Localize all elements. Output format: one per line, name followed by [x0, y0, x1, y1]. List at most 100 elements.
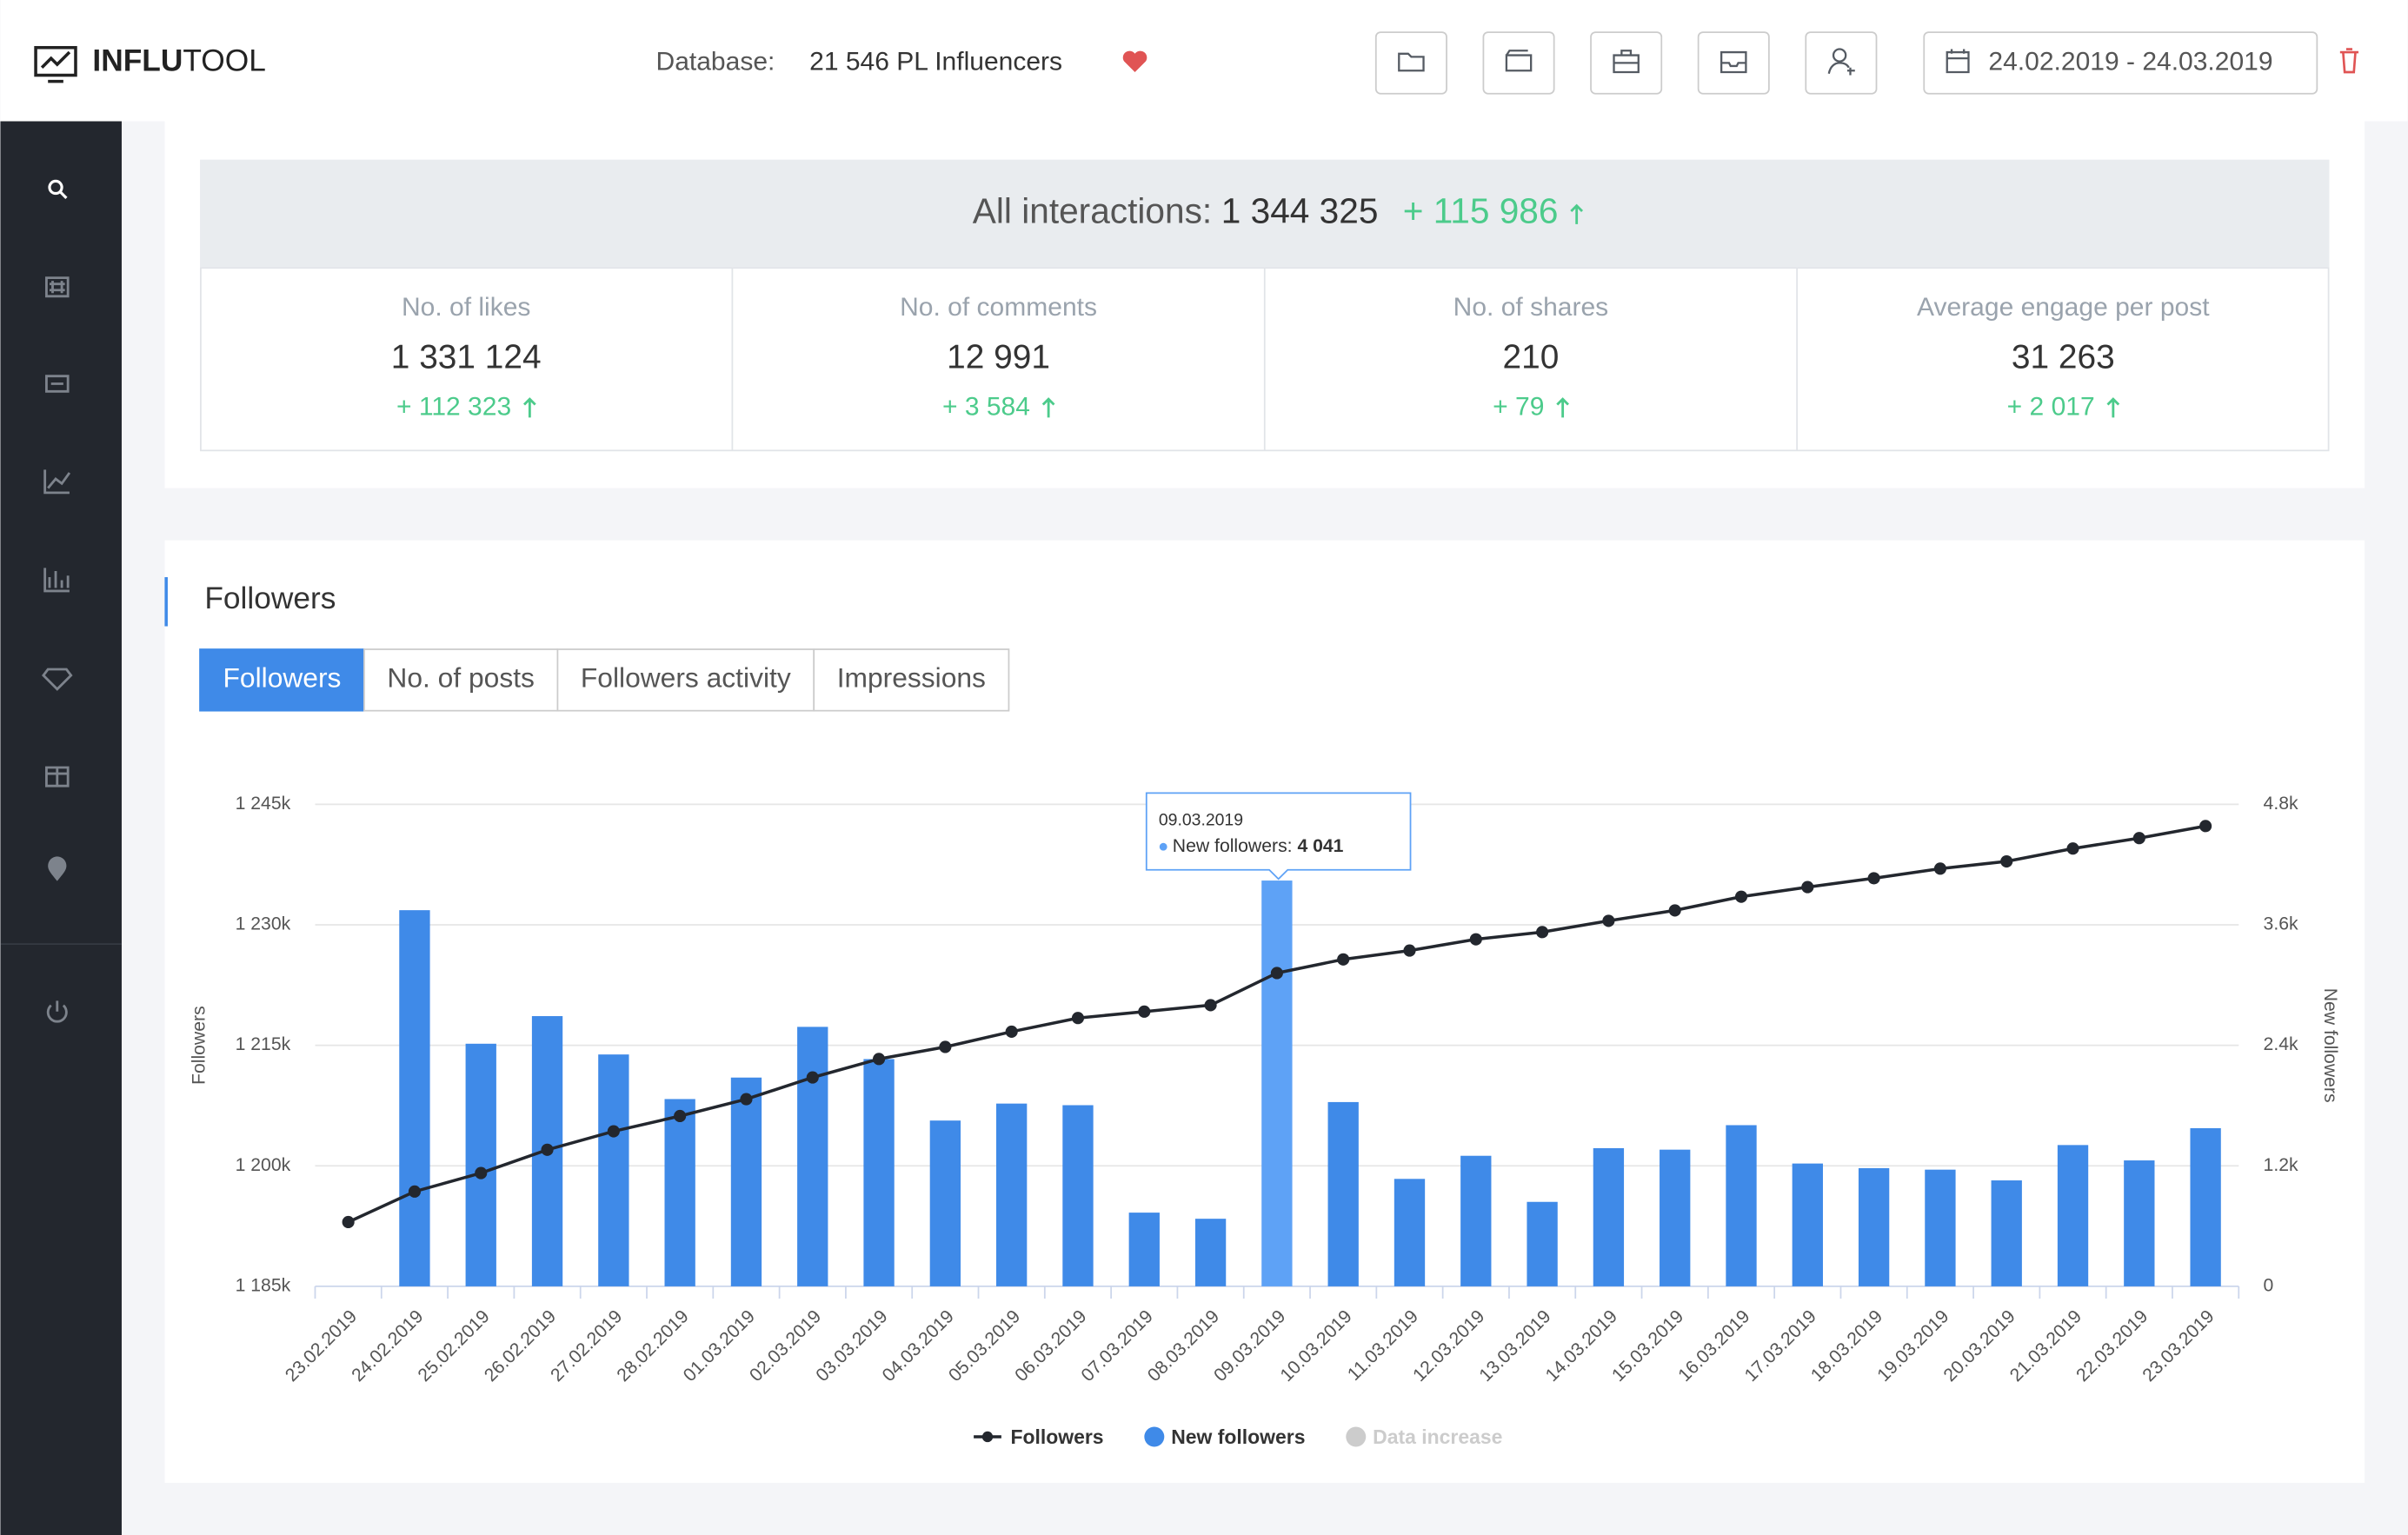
- point[interactable]: [1337, 953, 1350, 966]
- y2-axis-label: New followers: [2320, 988, 2340, 1103]
- point[interactable]: [475, 1166, 488, 1179]
- wallet-button[interactable]: [1482, 31, 1555, 95]
- point[interactable]: [1469, 933, 1482, 946]
- line-chart-icon[interactable]: [43, 469, 71, 495]
- bar[interactable]: [996, 1103, 1028, 1286]
- bar[interactable]: [1128, 1213, 1160, 1286]
- bar[interactable]: [1858, 1167, 1890, 1286]
- bar[interactable]: [598, 1054, 629, 1286]
- bar[interactable]: [1194, 1219, 1227, 1286]
- tooltip-label: New followers:: [1173, 836, 1298, 856]
- legend-marker: [1144, 1426, 1165, 1447]
- tab-label: Impressions: [837, 662, 986, 694]
- bar[interactable]: [1527, 1201, 1558, 1286]
- up-arrow: [2106, 397, 2120, 418]
- tab[interactable]: [199, 648, 365, 712]
- point[interactable]: [2199, 820, 2212, 833]
- tooltip-dot: [1159, 842, 1167, 851]
- point[interactable]: [607, 1125, 620, 1138]
- heart-icon[interactable]: [1122, 50, 1147, 73]
- point[interactable]: [541, 1143, 554, 1156]
- bar[interactable]: [1593, 1147, 1625, 1286]
- bar[interactable]: [1460, 1155, 1492, 1286]
- folder-button[interactable]: [1374, 31, 1447, 95]
- bar[interactable]: [664, 1099, 695, 1286]
- point[interactable]: [1536, 926, 1549, 939]
- point[interactable]: [1005, 1025, 1018, 1038]
- tooltip: 09.03.2019 New followers: 4 041: [1145, 792, 1412, 880]
- diamond-icon[interactable]: [42, 668, 73, 691]
- hashtag-icon[interactable]: [45, 276, 70, 298]
- bar[interactable]: [465, 1043, 496, 1286]
- bar[interactable]: [1991, 1180, 2022, 1286]
- y-axis-label: Followers: [190, 1006, 210, 1085]
- point[interactable]: [1801, 880, 1814, 894]
- point[interactable]: [1403, 944, 1416, 957]
- point[interactable]: [1138, 1005, 1151, 1018]
- point[interactable]: [2000, 854, 2013, 868]
- point[interactable]: [740, 1093, 753, 1106]
- point[interactable]: [2066, 842, 2079, 855]
- bar[interactable]: [730, 1077, 762, 1286]
- add-user-button[interactable]: [1805, 31, 1878, 95]
- legend-label[interactable]: Data increase: [1373, 1425, 1502, 1448]
- card-label: No. of shares: [1453, 293, 1609, 322]
- tab[interactable]: [813, 648, 1010, 712]
- all-interactions-delta: + 115 986: [1403, 190, 1559, 230]
- point[interactable]: [408, 1185, 422, 1198]
- point[interactable]: [1867, 872, 1880, 885]
- search-icon[interactable]: [48, 179, 68, 199]
- bar[interactable]: [1327, 1101, 1359, 1286]
- point[interactable]: [2132, 832, 2145, 845]
- bar[interactable]: [863, 1059, 895, 1286]
- bar[interactable]: [1925, 1169, 1956, 1286]
- delete-icon[interactable]: [2339, 48, 2359, 74]
- point[interactable]: [674, 1109, 687, 1123]
- card-label: No. of likes: [402, 293, 530, 322]
- keyboard-icon[interactable]: [45, 375, 70, 393]
- all-interactions-value: 1 344 325: [1221, 190, 1379, 230]
- logo: INFLUTOOL: [92, 44, 265, 78]
- bar[interactable]: [2057, 1145, 2089, 1286]
- point[interactable]: [1071, 1012, 1085, 1025]
- date-picker[interactable]: 24.02.2019 - 24.03.2019: [1923, 31, 2318, 95]
- point[interactable]: [1668, 904, 1681, 917]
- bar[interactable]: [929, 1120, 961, 1286]
- bar[interactable]: [1062, 1105, 1094, 1286]
- point[interactable]: [1602, 914, 1615, 927]
- location-icon[interactable]: [48, 856, 67, 881]
- point[interactable]: [939, 1040, 952, 1053]
- point[interactable]: [1734, 890, 1748, 903]
- power-icon[interactable]: [46, 1000, 68, 1023]
- point[interactable]: [342, 1215, 355, 1229]
- tab[interactable]: [556, 648, 815, 712]
- y2-tick-label: 4.8k: [2264, 794, 2298, 814]
- inbox-button[interactable]: [1697, 31, 1770, 95]
- bar[interactable]: [1726, 1125, 1757, 1286]
- legend-label[interactable]: Followers: [1010, 1425, 1103, 1448]
- bar[interactable]: [1261, 880, 1293, 1286]
- tab-label: Followers activity: [581, 662, 791, 694]
- bar-chart-icon[interactable]: [43, 568, 70, 593]
- tooltip-box: [1145, 792, 1412, 880]
- bar[interactable]: [399, 910, 430, 1286]
- card-delta: + 2 017: [2007, 393, 2095, 422]
- card-delta: + 3 584: [942, 393, 1030, 422]
- bar[interactable]: [1394, 1179, 1426, 1286]
- bar[interactable]: [2124, 1160, 2155, 1286]
- gift-icon[interactable]: [45, 766, 70, 787]
- tab[interactable]: [363, 648, 559, 712]
- legend-label[interactable]: New followers: [1171, 1425, 1305, 1448]
- point[interactable]: [806, 1071, 819, 1084]
- point[interactable]: [873, 1053, 886, 1066]
- y-tick-label: 1 215k: [236, 1034, 291, 1054]
- point[interactable]: [1204, 999, 1217, 1012]
- bar[interactable]: [1792, 1163, 1823, 1286]
- point[interactable]: [1270, 967, 1283, 980]
- bar[interactable]: [797, 1027, 828, 1286]
- point[interactable]: [1933, 862, 1946, 875]
- bar[interactable]: [2190, 1127, 2221, 1286]
- briefcase-button[interactable]: [1590, 31, 1663, 95]
- bar[interactable]: [1660, 1149, 1691, 1286]
